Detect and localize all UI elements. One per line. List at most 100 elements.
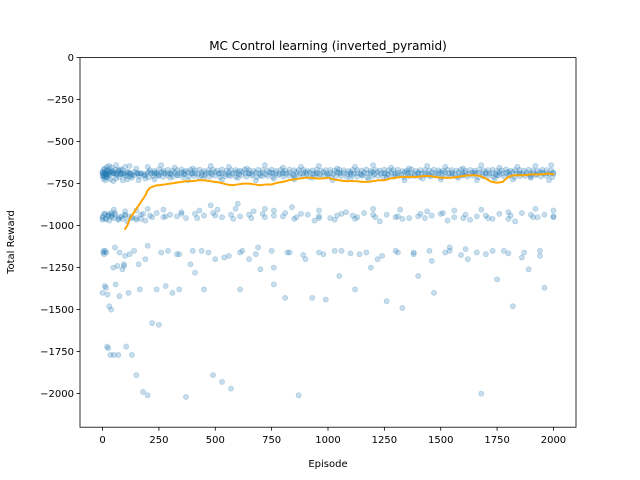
- episode-point: [496, 210, 503, 217]
- episode-point: [158, 249, 165, 256]
- episode-point: [119, 170, 126, 177]
- episode-point: [127, 173, 133, 180]
- episode-point: [126, 251, 133, 258]
- x-axis-title: Episode: [308, 459, 347, 470]
- episode-point: [168, 170, 175, 177]
- episode-point: [259, 210, 266, 217]
- episode-point: [458, 166, 464, 173]
- episode-point: [268, 166, 275, 173]
- episode-point: [136, 286, 143, 293]
- episode-point: [146, 168, 153, 175]
- episode-point: [494, 168, 500, 174]
- episode-point: [228, 385, 234, 392]
- episode-point: [116, 173, 123, 180]
- episode-point: [296, 170, 303, 177]
- episode-point: [270, 212, 277, 219]
- episode-point: [246, 170, 252, 177]
- episode-point: [332, 173, 339, 180]
- episode-point: [337, 170, 344, 177]
- episode-point: [156, 172, 162, 179]
- episode-point: [343, 173, 350, 180]
- episode-point: [320, 169, 327, 176]
- episode-point: [378, 170, 384, 177]
- episode-point: [367, 167, 374, 174]
- episode-point: [116, 293, 123, 300]
- episode-point: [223, 167, 230, 174]
- episode-point: [336, 273, 343, 279]
- episode-point: [117, 170, 124, 177]
- episode-point: [462, 211, 469, 218]
- episode-point: [212, 212, 219, 219]
- episode-point: [451, 214, 458, 221]
- episode-point: [323, 170, 330, 177]
- episode-point: [126, 163, 133, 169]
- episode-point: [100, 247, 107, 254]
- episode-point: [160, 167, 167, 174]
- episode-point: [331, 247, 338, 254]
- episode-point: [178, 209, 185, 216]
- episode-point: [107, 352, 114, 358]
- episode-point: [413, 167, 419, 174]
- episode-point: [359, 172, 366, 179]
- episode-point: [489, 215, 496, 222]
- episode-point: [151, 170, 158, 177]
- episode-point: [211, 172, 218, 179]
- episode-point: [384, 170, 391, 177]
- episode-point: [114, 170, 121, 177]
- episode-point: [462, 167, 469, 174]
- episode-point: [225, 172, 232, 179]
- episode-point: [165, 247, 171, 254]
- episode-point: [102, 173, 109, 180]
- episode-point: [212, 169, 219, 176]
- episode-point: [122, 163, 128, 170]
- episode-point: [259, 169, 266, 176]
- episode-point: [399, 168, 406, 174]
- episode-point: [401, 169, 408, 176]
- episode-point: [155, 172, 162, 179]
- episode-point: [442, 169, 449, 176]
- episode-point: [142, 175, 149, 182]
- episode-point: [364, 174, 371, 181]
- episode-point: [238, 172, 245, 179]
- episode-point: [491, 175, 498, 182]
- episode-point: [331, 167, 338, 174]
- episode-point: [311, 217, 318, 224]
- episode-point: [210, 166, 216, 173]
- episode-point: [532, 205, 539, 212]
- y-tick-label: −1500: [40, 305, 74, 316]
- episode-point: [512, 167, 519, 174]
- episode-point: [110, 178, 117, 184]
- episode-point: [489, 170, 496, 177]
- episode-point: [408, 170, 415, 177]
- episode-point: [406, 215, 413, 221]
- episode-point: [428, 257, 435, 264]
- episode-point: [169, 289, 176, 296]
- episode-point: [379, 252, 386, 259]
- episode-point: [142, 172, 149, 179]
- episode-point: [383, 211, 390, 218]
- scatter-layer: [99, 162, 557, 400]
- episode-point: [99, 173, 106, 180]
- episode-point: [237, 213, 243, 220]
- episode-point: [394, 213, 401, 220]
- episode-point: [250, 168, 257, 174]
- episode-point: [237, 167, 243, 174]
- episode-point: [361, 210, 367, 216]
- episode-point: [108, 210, 115, 216]
- episode-point: [162, 213, 169, 220]
- episode-point: [270, 264, 277, 271]
- episode-point: [422, 167, 428, 173]
- episode-point: [153, 169, 160, 176]
- episode-point: [205, 249, 212, 256]
- episode-point: [449, 167, 455, 174]
- episode-point: [161, 170, 168, 177]
- x-tick-label: 1500: [428, 435, 453, 446]
- episode-point: [212, 256, 219, 263]
- episode-point: [496, 164, 503, 171]
- episode-point: [158, 162, 165, 169]
- x-tick-label: 250: [149, 435, 168, 446]
- episode-point: [437, 210, 444, 217]
- episode-point: [100, 249, 107, 256]
- episode-point: [445, 170, 452, 177]
